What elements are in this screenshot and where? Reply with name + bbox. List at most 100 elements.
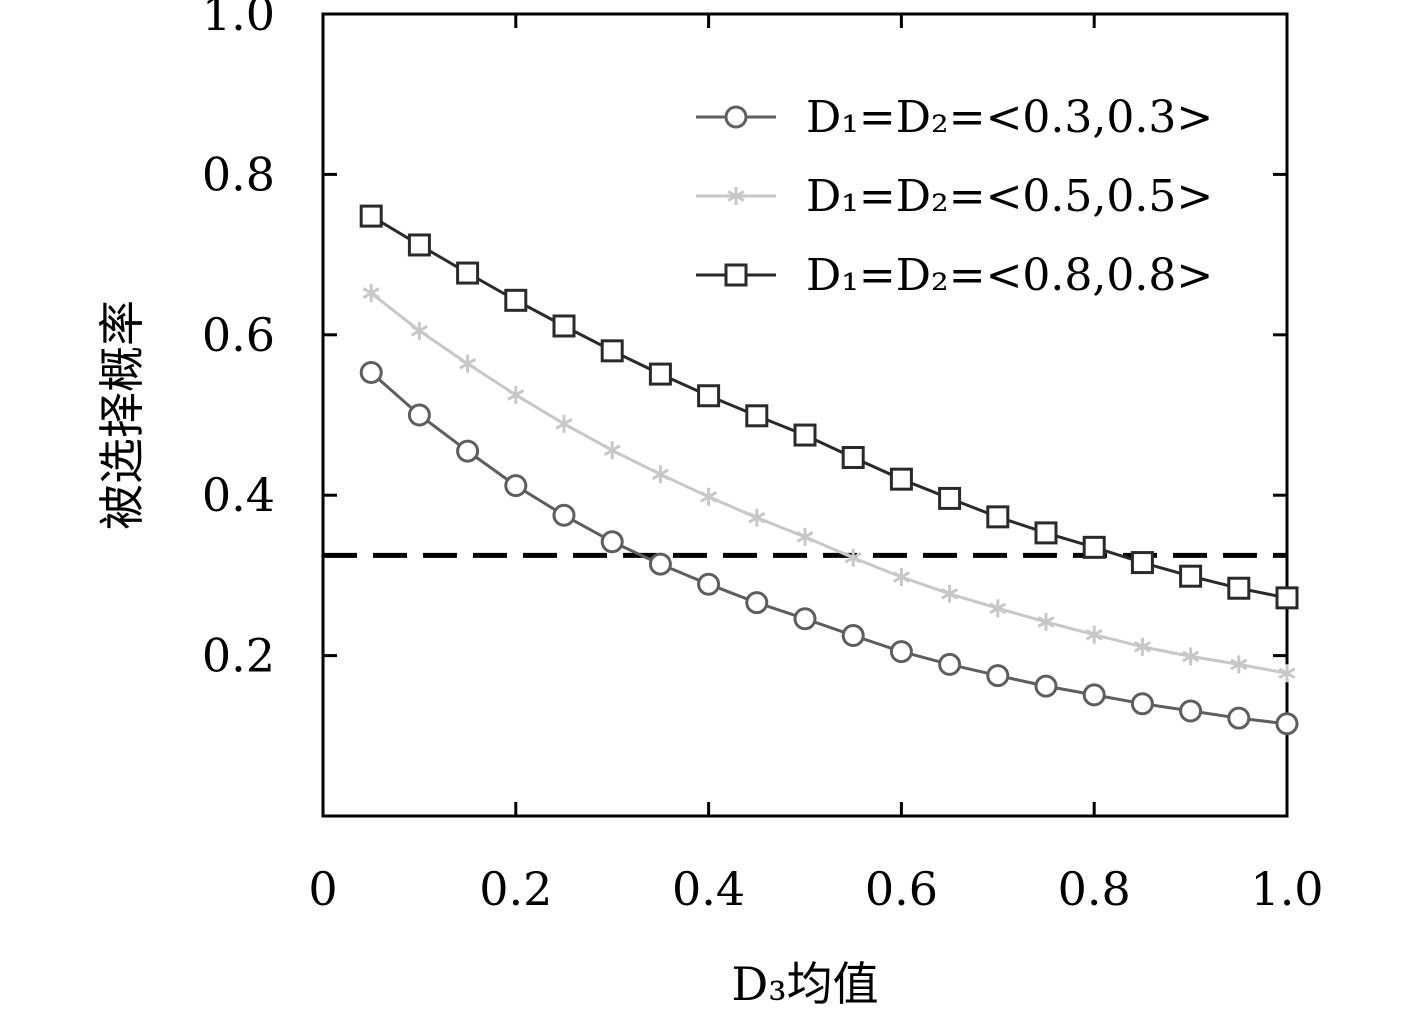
square-marker bbox=[407, 233, 431, 257]
circle-marker bbox=[1275, 712, 1299, 736]
asterisk-marker bbox=[1182, 647, 1200, 666]
circle-marker bbox=[1179, 699, 1203, 723]
square-marker bbox=[793, 423, 817, 447]
circle-marker bbox=[745, 591, 769, 615]
y-tick-label: 0.8 bbox=[202, 147, 275, 201]
square-marker bbox=[1034, 521, 1058, 545]
asterisk-stroke bbox=[1037, 616, 1055, 628]
circle-marker bbox=[1082, 683, 1106, 707]
asterisk-stroke bbox=[727, 190, 745, 202]
circle-marker bbox=[359, 360, 383, 384]
circle-marker bbox=[793, 607, 817, 631]
asterisk-marker bbox=[555, 414, 573, 433]
legend-item: D₁=D₂=<0.8,0.8> bbox=[696, 250, 1213, 301]
x-tick-label: 0 bbox=[308, 862, 337, 916]
asterisk-stroke bbox=[410, 324, 428, 337]
circle-marker bbox=[1130, 692, 1154, 716]
x-tick-label: 0.6 bbox=[865, 862, 938, 916]
square-marker bbox=[1082, 535, 1106, 559]
square-marker bbox=[986, 505, 1010, 529]
series-2 bbox=[362, 284, 1296, 683]
asterisk-stroke bbox=[603, 444, 621, 457]
square-marker bbox=[745, 404, 769, 428]
square-marker bbox=[359, 204, 383, 228]
asterisk-stroke bbox=[941, 588, 959, 600]
asterisk-marker bbox=[727, 187, 745, 205]
asterisk-marker bbox=[796, 527, 814, 546]
square-marker bbox=[552, 314, 576, 338]
asterisk-marker bbox=[651, 465, 669, 484]
square-marker bbox=[1227, 576, 1251, 600]
asterisk-stroke bbox=[555, 418, 573, 430]
circle-marker bbox=[724, 105, 748, 129]
circle-marker bbox=[600, 530, 624, 554]
asterisk-marker bbox=[1278, 664, 1296, 683]
asterisk-stroke bbox=[748, 511, 766, 524]
square-marker bbox=[889, 467, 913, 491]
asterisk-marker bbox=[1085, 625, 1103, 644]
circle-marker bbox=[648, 552, 672, 576]
square-marker bbox=[841, 446, 865, 470]
asterisk-stroke bbox=[1230, 658, 1248, 671]
asterisk-marker bbox=[941, 584, 959, 603]
legend-item: D₁=D₂=<0.5,0.5> bbox=[696, 171, 1213, 222]
plot-frame bbox=[321, 12, 1289, 818]
circle-marker bbox=[986, 664, 1010, 688]
asterisk-marker bbox=[410, 321, 428, 340]
asterisk-stroke bbox=[1182, 650, 1200, 663]
circle-marker bbox=[889, 640, 913, 664]
asterisk-marker bbox=[603, 441, 621, 460]
circle-marker bbox=[552, 503, 576, 527]
legend-label: D₁=D₂=<0.5,0.5> bbox=[806, 171, 1213, 222]
circle-marker bbox=[456, 439, 480, 463]
circle-marker bbox=[1227, 706, 1251, 730]
asterisk-stroke bbox=[892, 571, 910, 583]
asterisk-stroke bbox=[362, 287, 380, 299]
square-marker bbox=[938, 486, 962, 510]
asterisk-marker bbox=[362, 284, 380, 303]
legend: D₁=D₂=<0.3,0.3> D₁=D₂=<0.5,0.5> D₁=D₂=<0.8… bbox=[696, 92, 1213, 301]
asterisk-marker bbox=[1133, 637, 1151, 656]
y-tick-label: 0.4 bbox=[202, 468, 275, 522]
circle-marker bbox=[841, 624, 865, 648]
asterisk-marker bbox=[459, 354, 477, 373]
circle-marker bbox=[938, 652, 962, 676]
legend-item: D₁=D₂=<0.3,0.3> bbox=[696, 92, 1213, 143]
legend-label: D₁=D₂=<0.8,0.8> bbox=[806, 250, 1213, 301]
square-marker bbox=[1130, 551, 1154, 575]
y-axis-label: 被选择概率 bbox=[95, 300, 149, 530]
square-marker bbox=[697, 384, 721, 408]
series-line bbox=[370, 291, 1288, 675]
x-tick-label: 0.8 bbox=[1058, 862, 1131, 916]
asterisk-stroke bbox=[844, 551, 862, 564]
asterisk-stroke bbox=[700, 491, 718, 503]
asterisk-stroke bbox=[507, 389, 525, 401]
circle-marker bbox=[697, 572, 721, 596]
asterisk-stroke bbox=[651, 468, 669, 481]
x-tick-label: 0.4 bbox=[672, 862, 745, 916]
asterisk-stroke bbox=[989, 602, 1007, 615]
square-marker bbox=[1179, 564, 1203, 588]
series-1 bbox=[359, 360, 1299, 736]
ticks: 0 0.2 0.4 0.6 0.8 1.0 0.2 0.4 0.6 0.8 1.0 bbox=[202, 0, 1324, 916]
square-marker bbox=[600, 339, 624, 363]
asterisk-marker bbox=[748, 508, 766, 527]
series-layer bbox=[359, 204, 1299, 736]
asterisk-stroke bbox=[796, 531, 814, 543]
circle-marker bbox=[407, 403, 431, 427]
legend-label: D₁=D₂=<0.3,0.3> bbox=[806, 92, 1213, 143]
asterisk-marker bbox=[1230, 655, 1248, 674]
asterisk-stroke bbox=[1133, 640, 1151, 653]
asterisk-marker bbox=[892, 568, 910, 587]
asterisk-stroke bbox=[1085, 628, 1103, 641]
square-marker bbox=[456, 261, 480, 285]
asterisk-marker bbox=[844, 548, 862, 567]
asterisk-stroke bbox=[1278, 667, 1296, 680]
square-marker bbox=[504, 288, 528, 312]
y-tick-label: 0.2 bbox=[202, 629, 275, 683]
y-tick-label: 1.0 bbox=[202, 0, 275, 41]
asterisk-marker bbox=[989, 599, 1007, 618]
circle-marker bbox=[504, 474, 528, 498]
square-marker bbox=[648, 362, 672, 386]
